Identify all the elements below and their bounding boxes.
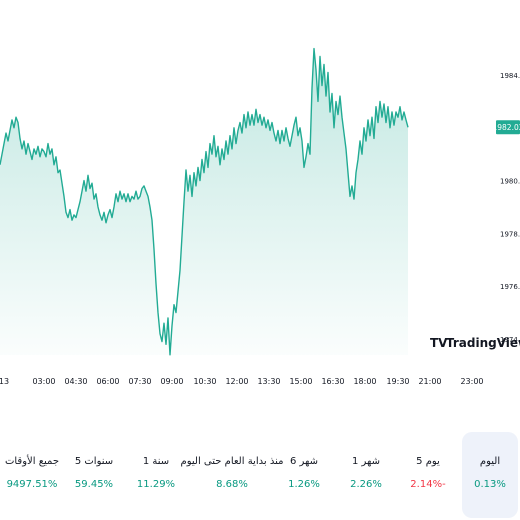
- price-line: [0, 47, 409, 356]
- x-tick-label: 06:00: [96, 377, 119, 386]
- period-label: اليوم: [479, 456, 501, 467]
- price-chart[interactable]: 1974.001976.001978.001980.001982.001984.…: [0, 0, 520, 395]
- period-6[interactable]: 5 سنوات 59.45%: [62, 428, 126, 520]
- period-label: 6 شهر: [289, 456, 319, 467]
- period-label: 1 شهر: [351, 456, 381, 467]
- period-change-value: 9497.51%: [6, 479, 58, 490]
- period-change-value: 2.26%: [350, 479, 382, 490]
- period-label: 5 يوم: [416, 456, 440, 467]
- x-tick-label: 16:30: [321, 377, 344, 386]
- selected-period-card: [462, 432, 518, 518]
- x-tick-label: 21:00: [418, 377, 441, 386]
- last-price-box: [496, 120, 520, 135]
- period-change-value: 0.13%: [474, 479, 506, 490]
- x-tick-label: 15:00: [289, 377, 312, 386]
- period-label: جميع الأوقات: [4, 456, 60, 467]
- y-tick-label: 1984.00: [500, 72, 520, 80]
- x-tick-label: 12:00: [225, 377, 248, 386]
- x-tick-label: 23:00: [460, 377, 483, 386]
- last-price-tag: 1982.02: [492, 120, 520, 135]
- tradingview-logo-text: TradingView: [446, 336, 520, 350]
- period-3[interactable]: 6 شهر 1.26%: [272, 428, 336, 520]
- x-tick-label: 13:30: [257, 377, 280, 386]
- period-1[interactable]: 5 يوم 2.14%-: [396, 428, 460, 520]
- x-tick-label: 03:00: [32, 377, 55, 386]
- period-change-value: 11.29%: [136, 479, 176, 490]
- y-tick-label: 1978.00: [500, 230, 520, 238]
- period-label: منذ بداية العام حتى اليوم: [180, 456, 284, 467]
- y-tick-label: 1980.00: [500, 178, 520, 186]
- x-tick-label: 07:30: [128, 377, 151, 386]
- period-0[interactable]: اليوم 0.13%: [458, 428, 520, 520]
- tradingview-logo-mark: TV: [430, 336, 448, 350]
- x-tick-label: 19:30: [386, 377, 409, 386]
- price-area-fill: [0, 48, 408, 355]
- x-tick-label: 13: [0, 377, 9, 386]
- x-tick-label: 10:30: [193, 377, 216, 386]
- last-price-label: 1982.02: [492, 123, 520, 132]
- period-2[interactable]: 1 شهر 2.26%: [334, 428, 398, 520]
- period-change-value: 1.26%: [288, 479, 320, 490]
- period-change-value: 8.68%: [216, 479, 248, 490]
- period-label: 1 سنة: [142, 456, 170, 467]
- period-label: 5 سنوات: [74, 456, 114, 467]
- y-tick-label: 1974.00: [500, 336, 520, 344]
- period-7[interactable]: جميع الأوقات 9497.51%: [0, 428, 64, 520]
- period-4[interactable]: منذ بداية العام حتى اليوم 8.68%: [177, 428, 287, 520]
- period-change-value: 59.45%: [74, 479, 114, 490]
- period-change-value: 2.14%-: [410, 479, 446, 490]
- performance-bar: اليوم 0.13% 5 يوم 2.14%- 1 شهر 2.26% 6 شهر 1.26…: [0, 428, 520, 520]
- x-tick-label: 18:00: [353, 377, 376, 386]
- y-axis: 1974.001976.001978.001980.001982.001984.…: [500, 72, 520, 344]
- x-axis: 13 03:00 04:30 06:00 07:30 09:00 10:30 12:00 13:…: [0, 377, 484, 386]
- x-tick-label: 04:30: [64, 377, 87, 386]
- period-5[interactable]: 1 سنة 11.29%: [124, 428, 188, 520]
- x-tick-label: 09:00: [160, 377, 183, 386]
- tradingview-logo[interactable]: TV TradingView: [430, 336, 520, 350]
- y-tick-label: 1976.00: [500, 283, 520, 291]
